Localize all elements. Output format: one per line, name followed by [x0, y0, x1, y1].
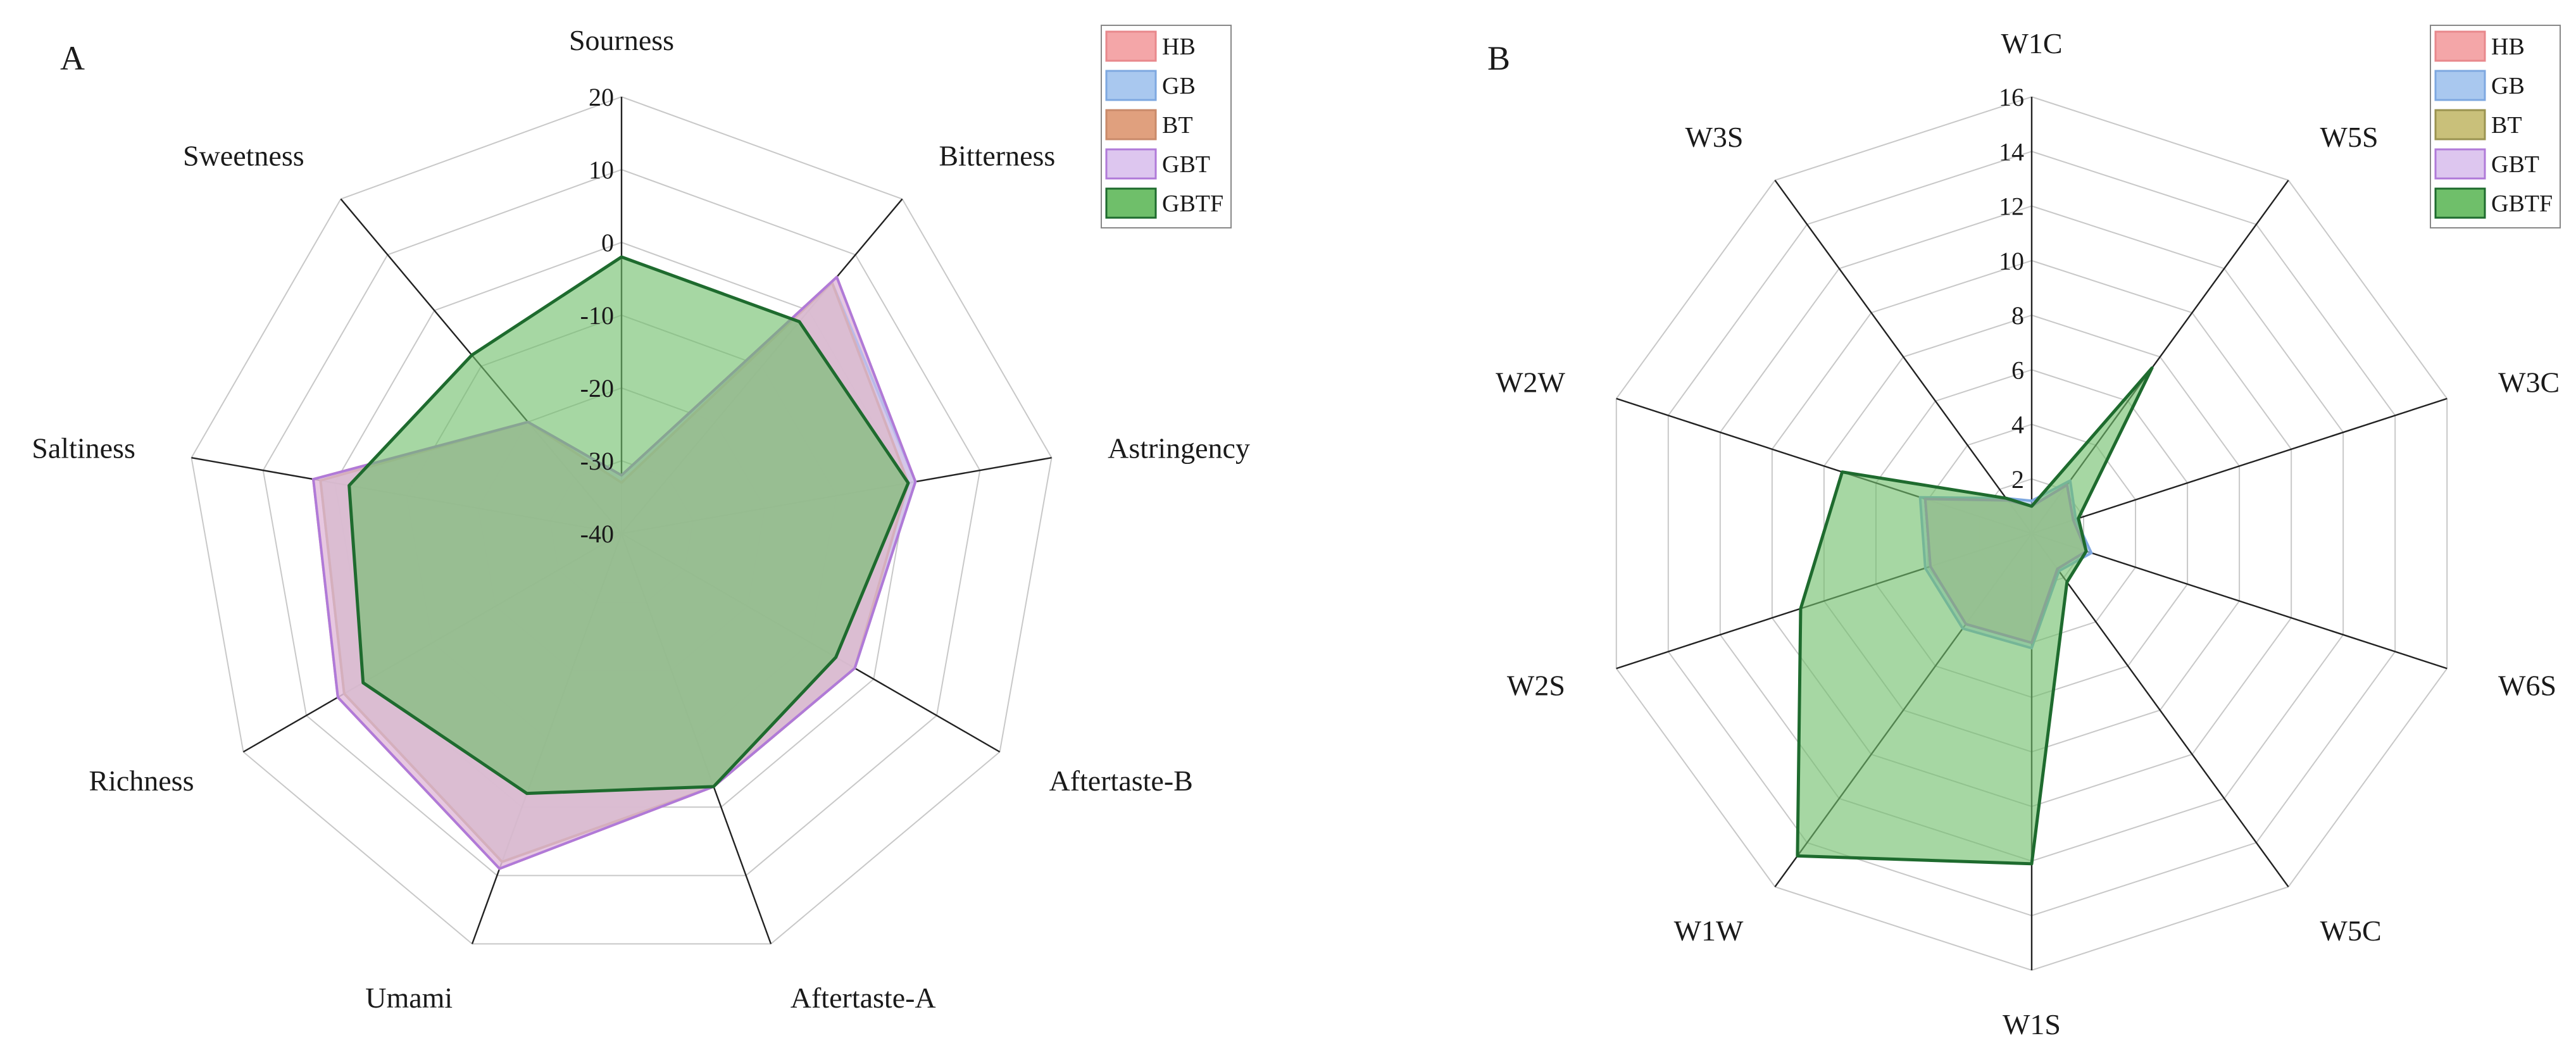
tick-label: 2	[2011, 465, 2024, 494]
legend-label-gb: GB	[2491, 73, 2525, 99]
legend-swatch-gbtf	[2434, 187, 2486, 219]
legend-label-hb: HB	[2491, 34, 2525, 60]
axis-label-w1w: W1W	[1674, 915, 1744, 947]
tick-label: 0	[601, 228, 614, 257]
axis-spoke	[1774, 180, 2032, 534]
axis-spoke	[2031, 532, 2448, 670]
legend-label-gbtf: GBTF	[1162, 191, 1223, 217]
legend-label-hb: HB	[1162, 34, 1196, 60]
tick-label: 6	[2011, 356, 2024, 384]
legend-swatch-hb	[2434, 30, 2486, 62]
legend-swatch-bt	[2434, 109, 2486, 141]
axis-label-w5s: W5S	[2320, 121, 2379, 153]
axis-label-w1s: W1S	[2003, 1008, 2061, 1040]
tick-label: 4	[2011, 411, 2024, 439]
axis-label-w2w: W2W	[1496, 366, 1565, 399]
legend-swatch-gb	[1105, 70, 1157, 101]
tick-label: 20	[589, 83, 614, 111]
tick-label: 14	[1999, 137, 2024, 166]
axis-label-w3c: W3C	[2498, 366, 2560, 399]
tick-label: -10	[580, 301, 614, 330]
legend-swatch-gbtf	[1105, 187, 1157, 219]
axis-label-richness: Richness	[89, 765, 194, 797]
radar-chart-a: 20 10 0 -10 -20 -30 -40 Sourness Bitterness Astri…	[32, 24, 1250, 1014]
tick-label: 16	[1999, 83, 2024, 111]
axis-label-w6s: W6S	[2498, 669, 2556, 701]
legend-label-bt: BT	[2491, 112, 2522, 139]
legend-label-gbtf: GBTF	[2491, 191, 2553, 217]
grid-ring	[191, 96, 1053, 945]
legend: HB GB BT GBT GBTF	[1101, 25, 1232, 228]
radar-chart-b: 2 4 6 8 10 12 14 16 W1C W5S W3C W6S W5C W1S W1W W2S W2W W…	[1487, 25, 2561, 1040]
axis-label-saltiness: Saltiness	[32, 432, 135, 465]
series-gbtf-area	[347, 255, 910, 796]
axis-label-w3s: W3S	[1685, 121, 1743, 153]
axis-label-sweetness: Sweetness	[183, 139, 304, 172]
axis-label-aftertaste-a: Aftertaste-A	[791, 982, 936, 1014]
axis-spoke	[2031, 533, 2289, 887]
legend-label-bt: BT	[1162, 112, 1193, 139]
axis-spoke	[2031, 397, 2448, 535]
legend-swatch-bt	[1105, 109, 1157, 141]
tick-label: 10	[1999, 247, 2024, 275]
series-gbtf-area	[1796, 366, 2154, 866]
tick-label: -30	[580, 447, 614, 475]
tick-label: -40	[580, 520, 614, 548]
legend-label-gbt: GBT	[1162, 151, 1210, 178]
panel-label: B	[1487, 39, 1510, 77]
tick-label: 12	[1999, 192, 2024, 221]
grid-ring	[262, 168, 981, 877]
axis-label-w2s: W2S	[1507, 669, 1565, 701]
tick-label: -20	[580, 374, 614, 403]
axis-label-bitterness: Bitterness	[939, 139, 1055, 172]
legend: HB GB BT GBT GBTF	[2430, 25, 2561, 228]
legend-swatch-gbt	[1105, 148, 1157, 180]
legend-label-gbt: GBT	[2491, 151, 2539, 178]
legend-label-gb: GB	[1162, 73, 1196, 99]
panel-label: A	[60, 39, 85, 77]
tick-label: 10	[589, 156, 614, 184]
axis-label-w5c: W5C	[2320, 915, 2382, 947]
axis-label-umami: Umami	[365, 982, 453, 1014]
legend-swatch-hb	[1105, 30, 1157, 62]
legend-swatch-gb	[2434, 70, 2486, 101]
axis-label-sourness: Sourness	[569, 24, 674, 56]
axis-label-astringency: Astringency	[1108, 432, 1250, 465]
axis-label-aftertaste-b: Aftertaste-B	[1049, 765, 1192, 797]
legend-swatch-gbt	[2434, 148, 2486, 180]
axis-label-w1c: W1C	[2001, 27, 2062, 59]
tick-label: 8	[2011, 301, 2024, 330]
